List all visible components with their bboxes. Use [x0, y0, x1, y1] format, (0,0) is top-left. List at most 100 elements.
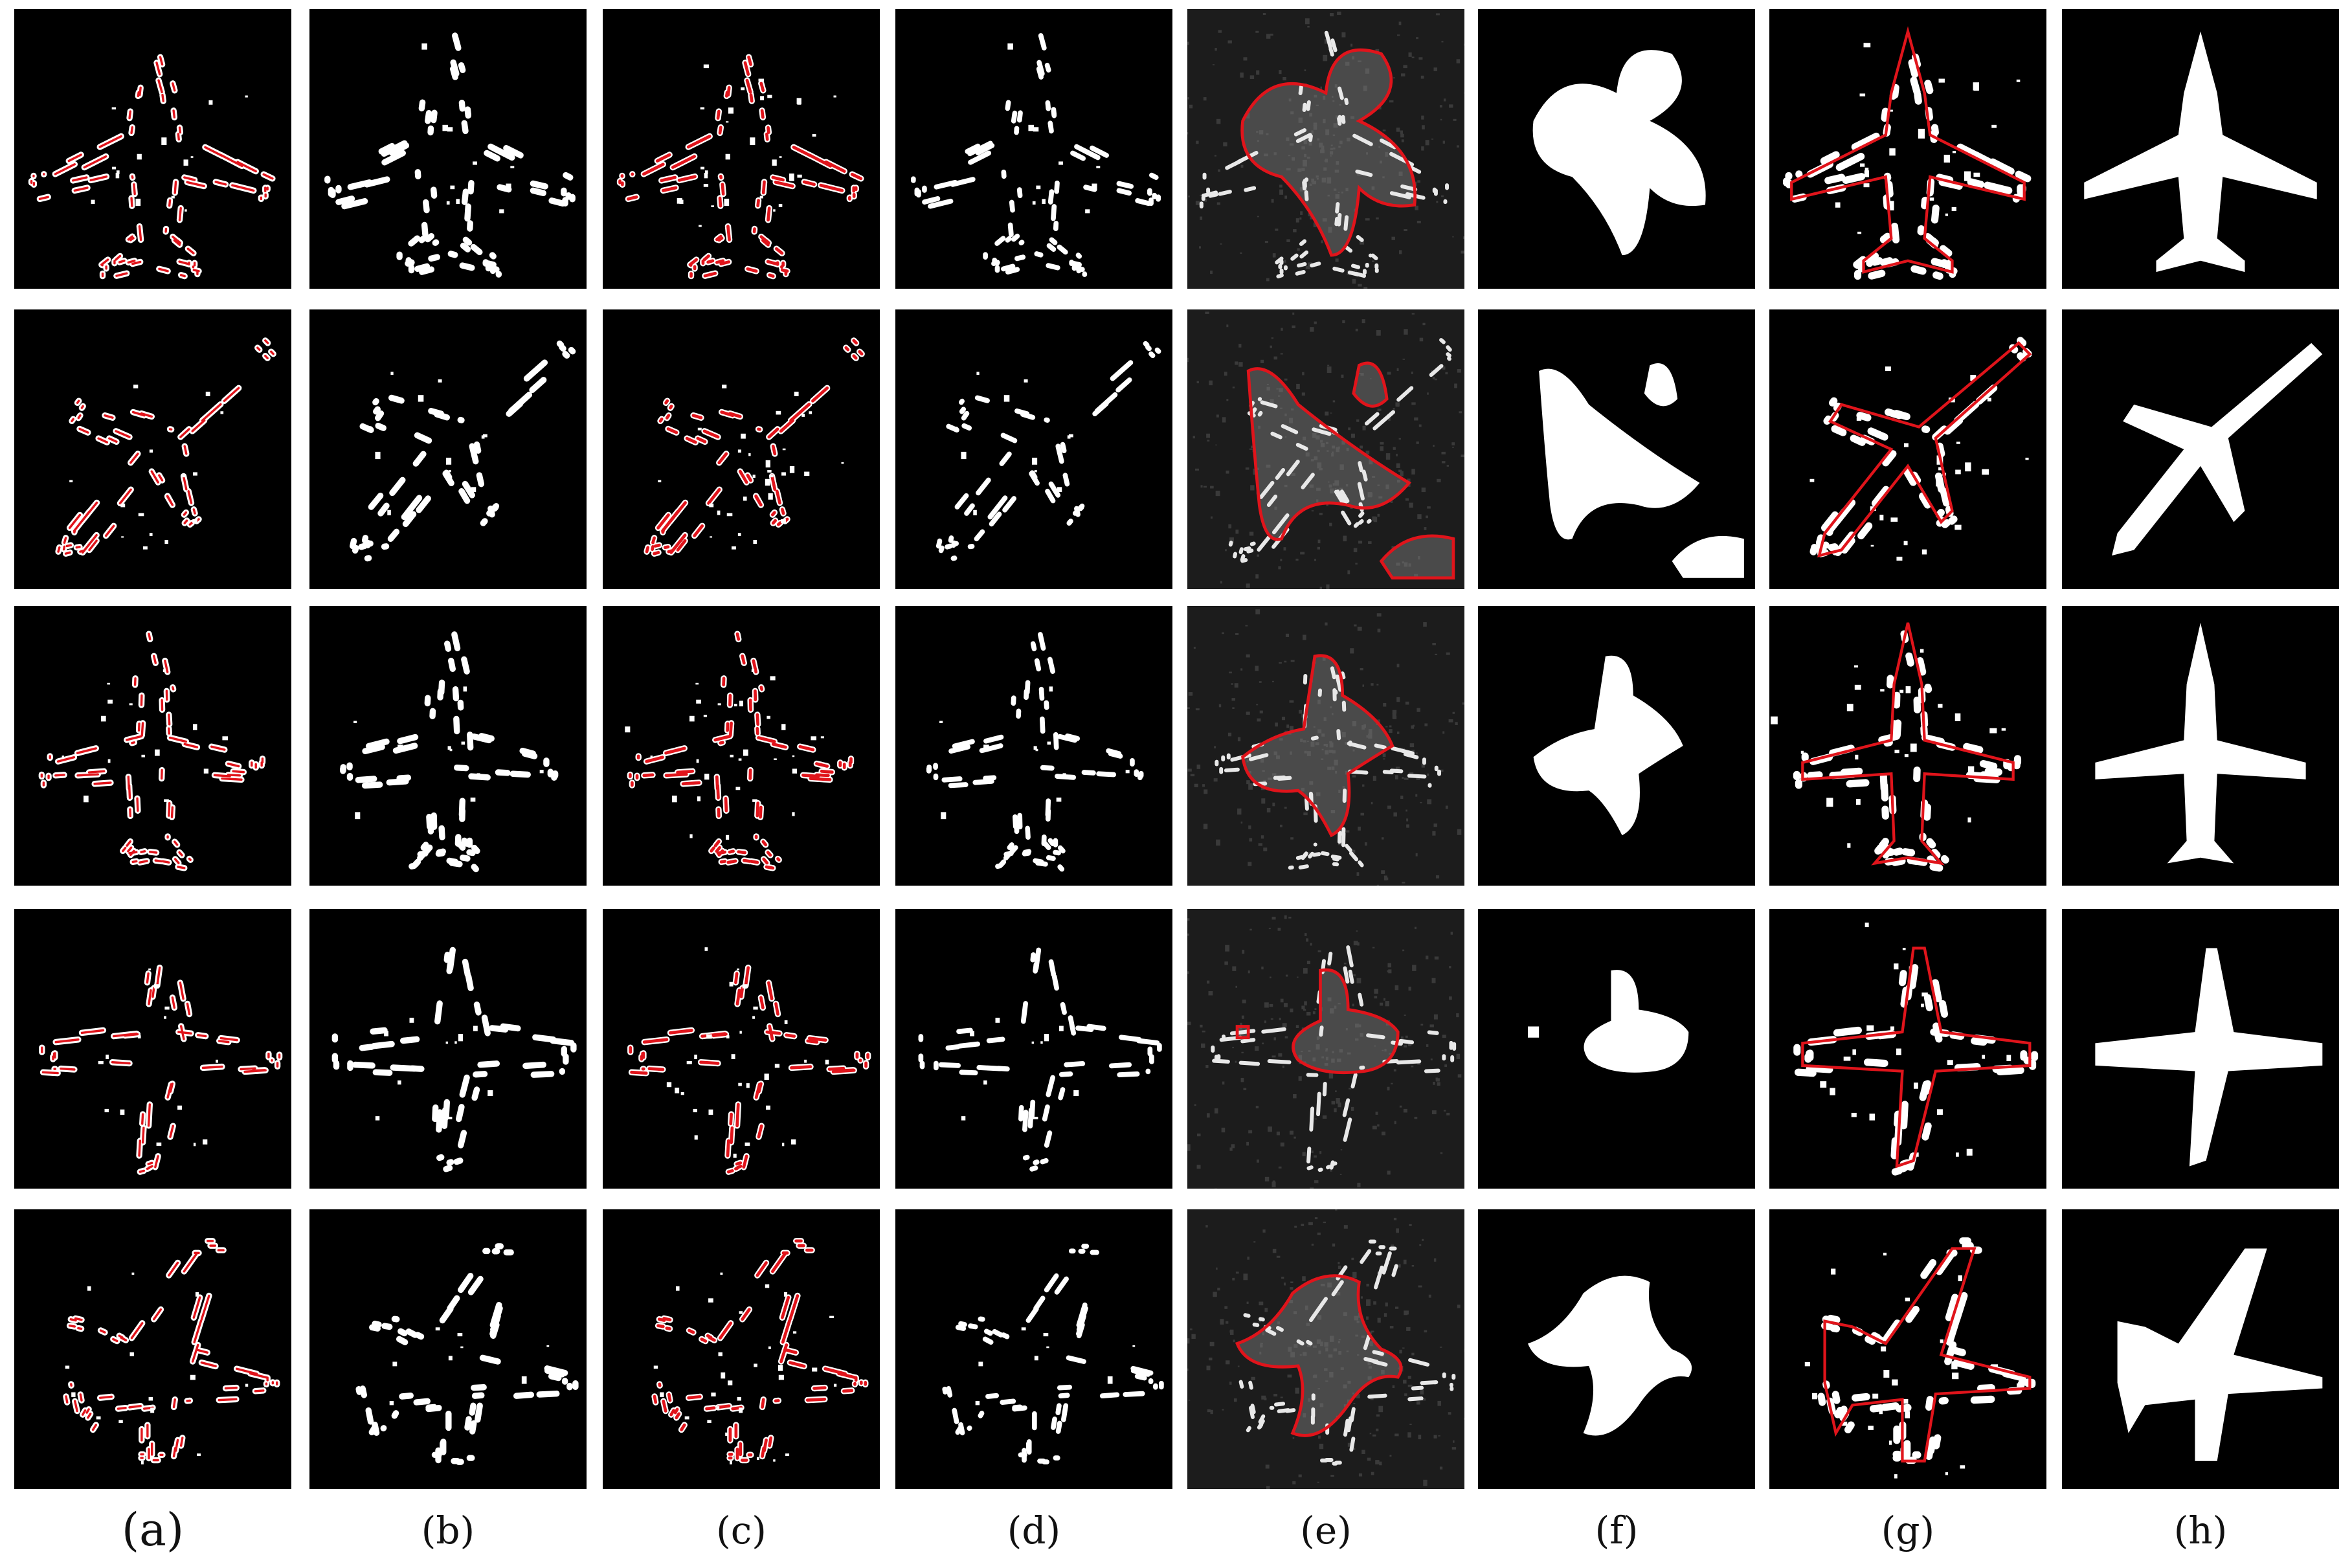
- target-glow: [1237, 1275, 1402, 1436]
- noise-points: [375, 1018, 493, 1121]
- panel-r5-b: [309, 1209, 587, 1489]
- panel-r5-g: [1769, 1209, 2046, 1489]
- panel-image: [1187, 609, 1464, 886]
- segmentation-mask: [1539, 363, 1744, 578]
- panel-r4-d: [895, 909, 1172, 1189]
- red-contour: [1801, 946, 2032, 1169]
- noise-points: [961, 1018, 1079, 1121]
- panel-image: [926, 632, 1144, 872]
- scatter-points: [644, 337, 865, 557]
- red-contour: [1790, 26, 2026, 274]
- noise-points: [65, 1272, 249, 1464]
- column-label-g: (g): [1881, 1508, 1935, 1552]
- aircraft-silhouette: [2084, 31, 2317, 273]
- panel-image: [28, 54, 276, 280]
- panel-image: [55, 337, 276, 557]
- binary-points: [918, 947, 1162, 1172]
- binary-points: [355, 1243, 579, 1465]
- panel-r5-f: [1478, 1209, 1755, 1489]
- panel-image: [942, 1244, 1164, 1464]
- panel-r1-a: [14, 9, 291, 289]
- panel-r5-c: [603, 1209, 880, 1489]
- panel-image: [1782, 26, 2032, 280]
- column-label-a: (a): [121, 1503, 185, 1556]
- panel-image: [1804, 1237, 2036, 1479]
- panel-r2-e: [1187, 309, 1464, 589]
- panel-image: [910, 33, 1161, 277]
- red-contour: [1241, 654, 1394, 838]
- panel-image: [38, 631, 266, 871]
- binary-points: [340, 631, 559, 873]
- panel-r3-h: [2062, 606, 2339, 886]
- panel-r5-h: [2062, 1209, 2339, 1489]
- panel-image: [2095, 948, 2323, 1167]
- column-label-f: (f): [1595, 1508, 1639, 1552]
- panel-r1-f: [1478, 9, 1755, 289]
- noise-points: [375, 372, 487, 515]
- panel-image: [935, 341, 1161, 561]
- panel-r4-g: [1769, 909, 2046, 1189]
- column-label-d: (d): [1007, 1508, 1061, 1552]
- panel-r3-f: [1478, 606, 1755, 886]
- panel-image: [644, 337, 865, 557]
- panel-r1-e: [1187, 9, 1464, 289]
- contour-overlay: [629, 632, 853, 870]
- panel-r2-c: [603, 309, 880, 589]
- panel-r3-d: [895, 606, 1172, 886]
- panel-r4-a: [14, 909, 291, 1189]
- panel-r4-h: [2062, 909, 2339, 1189]
- noise-points: [625, 669, 824, 840]
- panel-image: [1532, 50, 1706, 256]
- panel-image: [2117, 1248, 2323, 1461]
- panel-image: [918, 947, 1162, 1172]
- binary-points: [1793, 630, 2022, 872]
- red-contour: [1823, 1247, 2032, 1462]
- binary-points: [1793, 964, 2039, 1176]
- panel-r5-d: [895, 1209, 1172, 1489]
- panel-image: [1528, 1275, 1692, 1436]
- panel-r4-e: [1187, 909, 1464, 1189]
- panel-image: [1187, 915, 1462, 1189]
- panel-r2-d: [895, 309, 1172, 589]
- red-contour: [1817, 341, 2032, 558]
- aircraft-silhouette: [2112, 342, 2323, 556]
- panel-r4-b: [309, 909, 587, 1189]
- panel-image: [324, 32, 576, 278]
- contour-overlay: [41, 966, 281, 1173]
- panel-r2-g: [1769, 309, 2046, 589]
- panel-r4-c: [603, 909, 880, 1189]
- panel-image: [39, 964, 283, 1175]
- panel-r2-h: [2062, 309, 2339, 589]
- target-scatter: [1199, 30, 1450, 279]
- panel-r1-h: [2062, 9, 2339, 289]
- panel-r2-a: [14, 309, 291, 589]
- scatter-points: [38, 631, 266, 871]
- contour-overlay: [57, 339, 274, 555]
- target-scatter: [1211, 945, 1457, 1172]
- panel-r2-f: [1478, 309, 1755, 589]
- noise-points: [658, 385, 844, 550]
- panel-r4-f: [1478, 909, 1755, 1189]
- panel-r1-g: [1769, 9, 2046, 289]
- noise-points: [653, 1272, 837, 1464]
- noise-points: [975, 1327, 1136, 1459]
- segmentation-mask: [1528, 1275, 1692, 1436]
- noise-points: [1835, 43, 2021, 234]
- column-label-e: (e): [1300, 1508, 1352, 1552]
- column-label-h: (h): [2173, 1508, 2228, 1552]
- red-contour: [1240, 48, 1417, 257]
- panel-image: [625, 631, 855, 871]
- binary-points: [942, 1244, 1164, 1464]
- noise-points: [666, 947, 829, 1158]
- contour-overlay: [30, 56, 274, 278]
- panel-r1-b: [309, 9, 587, 289]
- panel-image: [627, 947, 871, 1175]
- binary-points: [1809, 337, 2032, 557]
- panel-image: [1793, 923, 2039, 1176]
- segmentation-mask: [1533, 655, 1683, 836]
- panel-r3-g: [1769, 606, 2046, 886]
- panel-image: [1528, 970, 1689, 1073]
- noise-points: [69, 385, 224, 550]
- noise-points: [62, 669, 228, 803]
